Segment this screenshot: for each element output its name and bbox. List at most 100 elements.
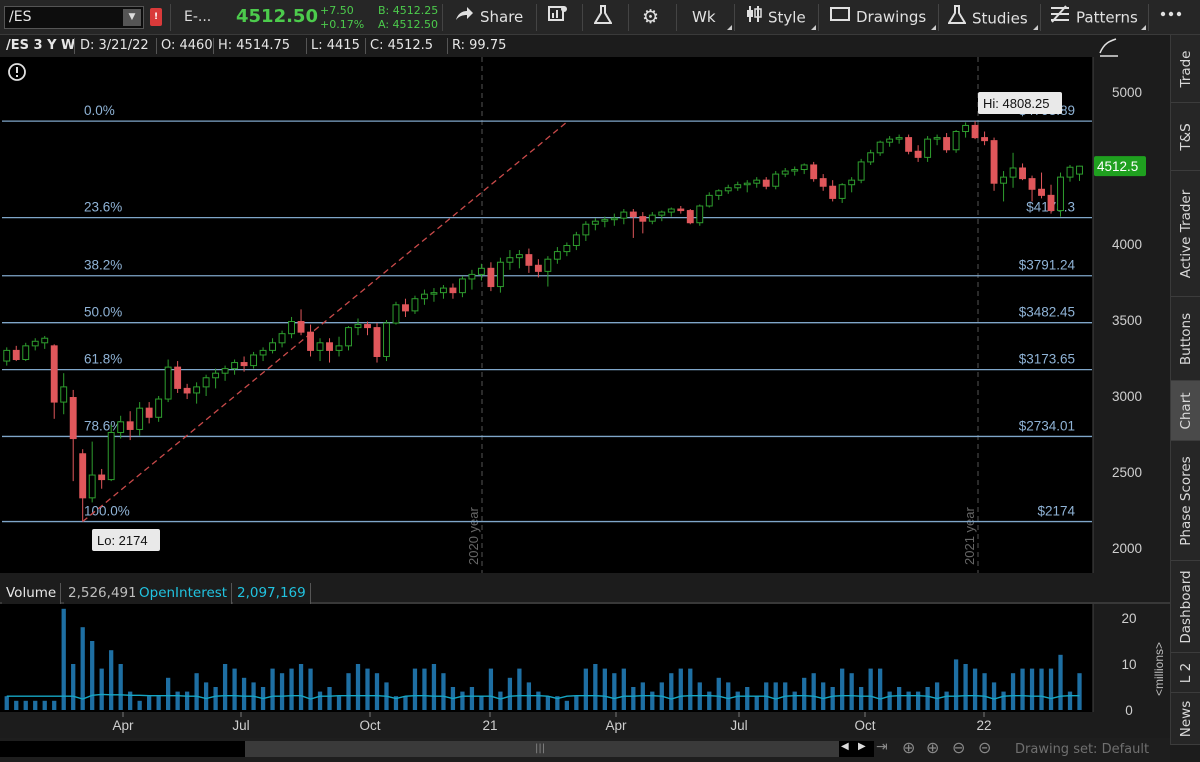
candle-body xyxy=(1009,167,1017,178)
candle-body xyxy=(307,331,314,351)
volume-study-label[interactable]: Volume xyxy=(2,583,62,604)
info-divider xyxy=(447,38,448,54)
candle-body xyxy=(810,164,818,180)
fib-level-price: $2174 xyxy=(1037,504,1075,519)
more-button[interactable] xyxy=(1158,5,1190,30)
candle-body xyxy=(383,322,390,357)
scroll-left-icon[interactable]: ◀ xyxy=(841,741,849,752)
candle-body xyxy=(648,214,656,222)
volume-value: 2,526,491 xyxy=(64,583,142,604)
tab-phase-scores[interactable]: Phase Scores xyxy=(1171,441,1200,561)
tab-trade[interactable]: Trade xyxy=(1171,35,1200,103)
tab-active-trader[interactable]: Active Trader xyxy=(1171,171,1200,297)
volume-plot-area[interactable] xyxy=(0,604,1093,712)
patterns-button[interactable]: Patterns xyxy=(1050,5,1138,30)
volume-bar xyxy=(1048,668,1054,710)
crosshair-icon[interactable]: ⊕ xyxy=(902,738,916,757)
symbol-description[interactable]: E-... xyxy=(184,9,212,25)
chart-info-bar: /ES 3 Y W D: 3/21/22 O: 4460 H: 4514.75 … xyxy=(0,35,1093,57)
symbol-input[interactable]: /ES ▼ xyxy=(4,6,144,29)
symbol-text: /ES xyxy=(9,9,32,25)
volume-bar xyxy=(802,677,807,710)
fib-trendline[interactable] xyxy=(82,120,569,523)
info-divider xyxy=(156,38,157,54)
patterns-menu-icon[interactable] xyxy=(1136,25,1146,30)
candle-body xyxy=(886,138,894,143)
candle-body xyxy=(202,377,210,388)
candle-body xyxy=(316,342,324,351)
aggregation-menu-icon[interactable] xyxy=(722,25,732,30)
aggregation-button[interactable]: Wk xyxy=(692,5,716,30)
candle-body xyxy=(544,258,552,272)
scroll-left-edge-icon[interactable] xyxy=(0,741,8,757)
tab-dashboard[interactable]: Dashboard xyxy=(1171,561,1200,653)
candle-body xyxy=(60,386,68,403)
drawing-set-label[interactable]: Drawing set: Default xyxy=(1015,742,1150,757)
candle-body xyxy=(772,173,780,187)
candle-body xyxy=(715,190,723,196)
studies-label: Studies xyxy=(972,9,1028,28)
candle-body xyxy=(686,210,694,224)
candle-body xyxy=(269,342,277,351)
tab-news[interactable]: News xyxy=(1171,693,1200,745)
volume-bar xyxy=(80,627,85,710)
candle-body xyxy=(781,170,789,175)
volume-axis: 20 10 0 xyxy=(1092,604,1137,718)
info-divider xyxy=(74,38,75,54)
lo-label-text: Lo: 2174 xyxy=(97,533,148,548)
info-circle-icon[interactable] xyxy=(8,63,26,81)
volume-bar xyxy=(33,700,38,710)
volume-bar xyxy=(203,682,209,710)
style-menu-icon[interactable] xyxy=(806,25,816,30)
tab-time-and-sales[interactable]: T&S xyxy=(1171,103,1200,171)
open-interest-value: 2,097,169 xyxy=(233,583,311,604)
time-axis-bg xyxy=(0,712,1093,738)
candle-body xyxy=(231,362,239,370)
scrollbar-thumb[interactable]: ||| xyxy=(245,741,839,757)
volume-bar xyxy=(991,682,997,710)
last-price-tag: 4512.5 xyxy=(1094,156,1146,177)
drawing-tools-icon[interactable] xyxy=(1099,38,1118,57)
tab-buttons[interactable]: Buttons xyxy=(1171,297,1200,381)
candle-body xyxy=(22,345,30,361)
info-date: D: 3/21/22 xyxy=(80,38,149,53)
drawings-menu-icon[interactable] xyxy=(926,25,936,30)
candle-body xyxy=(326,342,333,351)
candle-body xyxy=(411,298,419,312)
zoom-in-icon[interactable]: ⊕ xyxy=(926,738,940,757)
candle-body xyxy=(629,211,637,218)
drawings-button[interactable]: Drawings xyxy=(830,5,926,30)
zoom-out-icon[interactable]: ⊖ xyxy=(952,738,966,757)
candle-body xyxy=(582,223,590,236)
symbol-dropdown-icon[interactable]: ▼ xyxy=(123,9,141,26)
volume-bar xyxy=(716,677,721,710)
zoom-reset-icon[interactable]: ⊝ xyxy=(978,738,992,757)
last-price-tag-text: 4512.5 xyxy=(1097,159,1138,174)
price-plot-area[interactable] xyxy=(0,57,1093,573)
volume-bar xyxy=(336,696,342,710)
lab-button[interactable] xyxy=(593,5,618,30)
expand-horizontal-icon[interactable]: ⇥ xyxy=(876,739,888,755)
toolbar-divider xyxy=(818,4,819,31)
candle-body xyxy=(819,178,827,187)
studies-menu-icon[interactable] xyxy=(1028,25,1038,30)
alert-flag-icon[interactable]: ! xyxy=(150,8,162,26)
scroll-right-icon[interactable]: ▶ xyxy=(858,741,866,752)
volume-bar xyxy=(840,668,845,710)
tab-level-2[interactable]: L 2 xyxy=(1171,653,1200,693)
candle-body xyxy=(468,273,476,280)
candle-body xyxy=(487,267,495,288)
toolbar-divider xyxy=(1148,4,1149,31)
time-axis-label: Apr xyxy=(112,718,134,733)
style-button[interactable]: Style xyxy=(746,5,806,30)
candle-body xyxy=(971,124,979,139)
volume-axis-tick: 0 xyxy=(1125,703,1133,718)
tab-chart[interactable]: Chart xyxy=(1171,381,1200,441)
candle-body xyxy=(677,208,685,212)
share-button[interactable]: Share xyxy=(454,5,523,30)
settings-button[interactable]: ⚙ xyxy=(642,5,665,30)
open-interest-label[interactable]: OpenInterest xyxy=(135,583,233,604)
flexible-grid-button[interactable] xyxy=(548,5,574,30)
studies-button[interactable]: Studies xyxy=(947,5,1028,30)
